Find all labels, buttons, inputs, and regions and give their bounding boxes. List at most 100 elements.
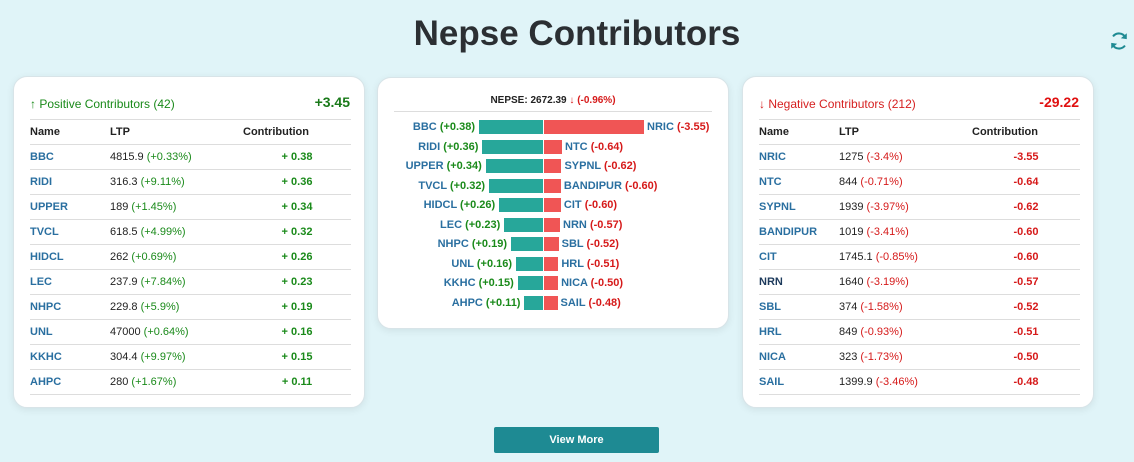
ltp-cell: 374 (-1.58%) [839,294,972,320]
symbol-link[interactable]: UNL [30,319,110,345]
percent-change: (+9.11%) [140,176,185,188]
table-row[interactable]: CIT 1745.1 (-0.85%) -0.60 [759,244,1080,270]
table-row[interactable]: HRL 849 (-0.93%) -0.51 [759,319,1080,345]
positive-bar-label: TVCL (+0.32) [418,180,485,192]
negative-bar[interactable] [544,178,561,193]
contribution-value: + 0.11 [243,369,351,395]
symbol-link[interactable]: NTC [759,169,839,195]
positive-bar[interactable] [504,217,543,232]
contribution-value: -0.48 [972,369,1080,395]
table-row[interactable]: BANDIPUR 1019 (-3.41%) -0.60 [759,219,1080,245]
contribution-value: -0.60 [972,244,1080,270]
negative-bar[interactable] [544,256,559,271]
bar-value: (-0.64) [590,140,624,153]
ltp-value: 323 [839,351,858,363]
table-row[interactable]: LEC 237.9 (+7.84%) + 0.23 [30,269,351,295]
table-row[interactable]: SBL 374 (-1.58%) -0.52 [759,294,1080,320]
table-row[interactable]: NICA 323 (-1.73%) -0.50 [759,344,1080,370]
contribution-value: -0.60 [972,219,1080,245]
nepse-index-title: NEPSE: 2672.39 ↓ (-0.96%) [378,95,728,106]
positive-bar[interactable] [517,276,543,290]
table-row[interactable]: NRIC 1275 (-3.4%) -3.55 [759,144,1080,170]
symbol-link[interactable]: SYPNL [759,194,839,220]
positive-title-text: Positive Contributors (42) [39,97,175,111]
table-row[interactable]: BBC 4815.9 (+0.33%) + 0.38 [30,144,351,170]
contribution-value: -0.57 [972,269,1080,295]
symbol-link[interactable]: AHPC [30,369,110,395]
percent-change: (-0.85%) [875,251,918,263]
negative-bar[interactable] [544,237,559,251]
symbol-link[interactable]: TVCL [30,219,110,245]
positive-bar[interactable] [516,256,543,271]
negative-bar[interactable] [544,159,562,173]
table-row[interactable]: NTC 844 (-0.71%) -0.64 [759,169,1080,195]
table-row[interactable]: TVCL 618.5 (+4.99%) + 0.32 [30,219,351,245]
symbol-link[interactable]: UPPER [30,194,110,220]
table-row[interactable]: KKHC 304.4 (+9.97%) + 0.15 [30,344,351,370]
negative-bar[interactable] [544,276,559,290]
symbol-link[interactable]: NHPC [30,294,110,320]
contribution-value: -0.62 [972,194,1080,220]
bar-row: UNL (+0.16) HRL (-0.51) [378,256,730,272]
table-row[interactable]: SAIL 1399.9 (-3.46%) -0.48 [759,369,1080,395]
bar-value: (-3.55) [676,121,710,133]
ltp-value: 1745.1 [839,251,873,263]
ltp-cell: 1745.1 (-0.85%) [839,244,972,270]
table-row[interactable]: AHPC 280 (+1.67%) + 0.11 [30,369,351,395]
table-row[interactable]: UPPER 189 (+1.45%) + 0.34 [30,194,351,220]
symbol-link[interactable]: BANDIPUR [759,219,839,245]
positive-bar[interactable] [485,159,543,173]
table-row[interactable]: RIDI 316.3 (+9.11%) + 0.36 [30,169,351,195]
table-header-row: Name LTP Contribution [759,119,1080,145]
symbol-link[interactable]: HIDCL [30,244,110,270]
table-row[interactable]: NHPC 229.8 (+5.9%) + 0.19 [30,294,351,320]
ltp-value: 1019 [839,226,864,238]
negative-bar[interactable] [544,217,561,232]
ltp-cell: 4815.9 (+0.33%) [110,144,243,170]
contribution-value: + 0.19 [243,294,351,320]
negative-bar[interactable] [544,198,561,212]
symbol-link[interactable]: KKHC [30,344,110,370]
ltp-cell: 618.5 (+4.99%) [110,219,243,245]
symbol-link[interactable]: BBC [30,144,110,170]
positive-bar[interactable] [511,237,543,251]
positive-bar[interactable] [489,178,543,193]
positive-total: +3.45 [314,94,350,110]
symbol-link[interactable]: LEC [30,269,110,295]
refresh-icon[interactable] [1108,30,1130,52]
symbol-link[interactable]: HRL [759,319,839,345]
table-row[interactable]: HIDCL 262 (+0.69%) + 0.26 [30,244,351,270]
symbol-link[interactable]: SAIL [759,369,839,395]
table-row[interactable]: SYPNL 1939 (-3.97%) -0.62 [759,194,1080,220]
col-header-name: Name [30,119,110,145]
negative-bar[interactable] [544,120,644,134]
negative-bar[interactable] [544,139,563,154]
bar-row: BBC (+0.38) NRIC (-3.55) [378,120,730,135]
symbol-link[interactable]: RIDI [30,169,110,195]
symbol-link[interactable]: NRIC [759,144,839,170]
positive-bar[interactable] [479,120,543,134]
symbol-link[interactable]: SBL [759,294,839,320]
view-more-button[interactable]: View More [494,427,659,453]
symbol-link[interactable]: NICA [759,344,839,370]
negative-card-title: ↓ Negative Contributors (212) [759,97,916,111]
positive-bar[interactable] [482,139,543,154]
contribution-value: + 0.38 [243,144,351,170]
table-row[interactable]: NRN 1640 (-3.19%) -0.57 [759,269,1080,295]
negative-bar[interactable] [544,295,558,310]
ltp-value: 1399.9 [839,376,873,388]
negative-bar-label: SYPNL (-0.62) [564,160,636,172]
symbol-link[interactable]: CIT [759,244,839,270]
ltp-value: 189 [110,201,129,213]
positive-bar[interactable] [499,198,543,212]
percent-change: (+1.45%) [131,201,177,213]
symbol-link[interactable]: NRN [759,269,839,295]
bar-symbol: BANDIPUR [563,179,622,192]
down-arrow-icon: ↓ [759,97,765,111]
contribution-value: + 0.16 [243,319,351,345]
bar-value: (+0.16) [476,257,513,270]
table-row[interactable]: UNL 47000 (+0.64%) + 0.16 [30,319,351,345]
bar-row: HIDCL (+0.26) CIT (-0.60) [378,198,730,213]
positive-bar[interactable] [524,295,543,310]
ltp-cell: 323 (-1.73%) [839,344,972,370]
